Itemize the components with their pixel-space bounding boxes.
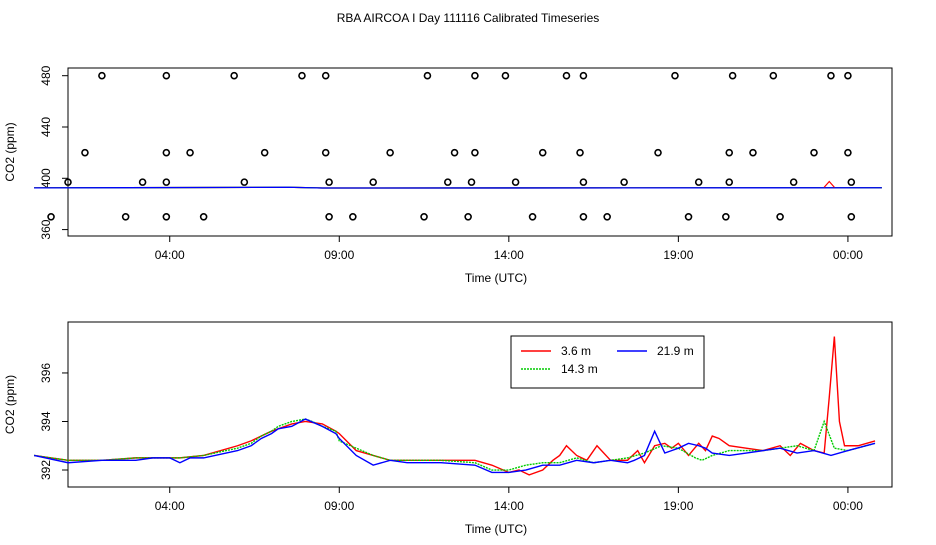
bottom-x-tick-label: 04:00: [155, 499, 185, 513]
top-data-point: [162, 212, 171, 221]
top-data-point: [321, 148, 330, 157]
top-data-point: [450, 148, 459, 157]
top-data-point: [369, 178, 377, 186]
bottom-y-tick-label: 392: [39, 460, 53, 480]
top-data-point: [827, 71, 835, 80]
top-data-point: [260, 148, 269, 157]
bottom-x-tick-label: 14:00: [494, 499, 524, 513]
top-plot-frame: [67, 67, 893, 237]
top-data-point: [579, 71, 588, 80]
top-data-point: [576, 148, 584, 157]
top-data-point: [847, 212, 856, 221]
top-x-tick-label: 00:00: [833, 248, 863, 262]
bottom-y-tick-label: 396: [39, 363, 53, 383]
top-data-point: [844, 71, 852, 80]
top-data-point: [511, 178, 520, 186]
top-data-point: [694, 178, 703, 186]
legend-box: [510, 335, 705, 389]
bottom-plot-frame: [67, 321, 893, 488]
top-data-point: [47, 212, 55, 221]
top-data-point: [620, 178, 628, 186]
bottom-y-axis-label: CO2 (ppm): [3, 375, 17, 434]
top-x-axis-label: Time (UTC): [465, 271, 527, 285]
top-data-point: [230, 71, 238, 80]
top-data-point: [654, 148, 662, 157]
top-data-point: [776, 212, 784, 221]
top-data-point: [501, 71, 510, 80]
top-data-point: [844, 148, 852, 157]
top-data-point: [562, 71, 571, 80]
top-data-point: [186, 148, 194, 157]
top-data-point: [420, 212, 428, 221]
bottom-series-line: [33, 418, 876, 471]
top-x-tick-label: 19:00: [663, 248, 693, 262]
bottom-x-axis-label: Time (UTC): [465, 522, 527, 536]
chart-title: RBA AIRCOA I Day 111116 Calibrated Times…: [337, 11, 600, 25]
top-data-point: [423, 71, 432, 80]
top-data-point: [162, 148, 171, 157]
top-data-point: [671, 71, 679, 80]
top-data-point: [325, 212, 333, 221]
top-data-point: [199, 212, 208, 221]
top-data-point: [471, 148, 479, 157]
top-data-point: [728, 71, 737, 80]
top-data-point: [349, 212, 357, 221]
top-data-point: [162, 178, 171, 186]
top-y-tick-label: 440: [39, 117, 53, 137]
top-data-point: [386, 148, 394, 157]
top-data-point: [98, 71, 106, 80]
legend-label: 3.6 m: [561, 344, 591, 358]
top-data-point: [464, 212, 472, 221]
top-series-line: [34, 186, 882, 189]
top-data-point: [528, 212, 537, 221]
top-data-point: [467, 178, 476, 186]
legend-label: 14.3 m: [561, 362, 598, 376]
top-data-point: [684, 212, 693, 221]
top-data-point: [579, 212, 588, 221]
bottom-y-tick-label: 394: [39, 411, 53, 431]
top-data-point: [749, 148, 757, 157]
legend-label: 21.9 m: [657, 344, 694, 358]
top-y-tick-label: 360: [39, 219, 53, 239]
top-x-tick-label: 14:00: [494, 248, 524, 262]
top-data-point: [138, 178, 147, 186]
top-data-point: [298, 71, 306, 80]
top-y-tick-label: 480: [39, 65, 53, 85]
top-y-tick-label: 400: [39, 168, 53, 188]
top-data-point: [789, 178, 798, 186]
top-data-point: [847, 178, 856, 186]
top-data-point: [321, 71, 330, 80]
top-data-point: [725, 148, 734, 157]
top-data-point: [325, 178, 333, 186]
bottom-x-tick-label: 09:00: [324, 499, 354, 513]
top-data-point: [121, 212, 130, 221]
top-data-point: [725, 178, 734, 186]
top-data-point: [162, 71, 171, 80]
bottom-series-line: [33, 418, 876, 474]
bottom-x-tick-label: 19:00: [663, 499, 693, 513]
top-data-point: [722, 212, 730, 221]
top-data-point: [603, 212, 611, 221]
top-y-axis-label: CO2 (ppm): [3, 122, 17, 181]
top-data-point: [240, 178, 249, 186]
top-data-point: [538, 148, 547, 157]
bottom-x-tick-label: 00:00: [833, 499, 863, 513]
top-data-point: [769, 71, 778, 80]
top-data-point: [443, 178, 452, 186]
top-data-point: [64, 178, 72, 186]
top-series-spike: [823, 180, 835, 188]
top-x-tick-label: 04:00: [155, 248, 185, 262]
top-data-point: [579, 178, 588, 186]
top-data-point: [810, 148, 818, 157]
top-x-tick-label: 09:00: [324, 248, 354, 262]
bottom-series-line: [33, 336, 876, 476]
top-data-point: [81, 148, 89, 157]
top-data-point: [471, 71, 479, 80]
